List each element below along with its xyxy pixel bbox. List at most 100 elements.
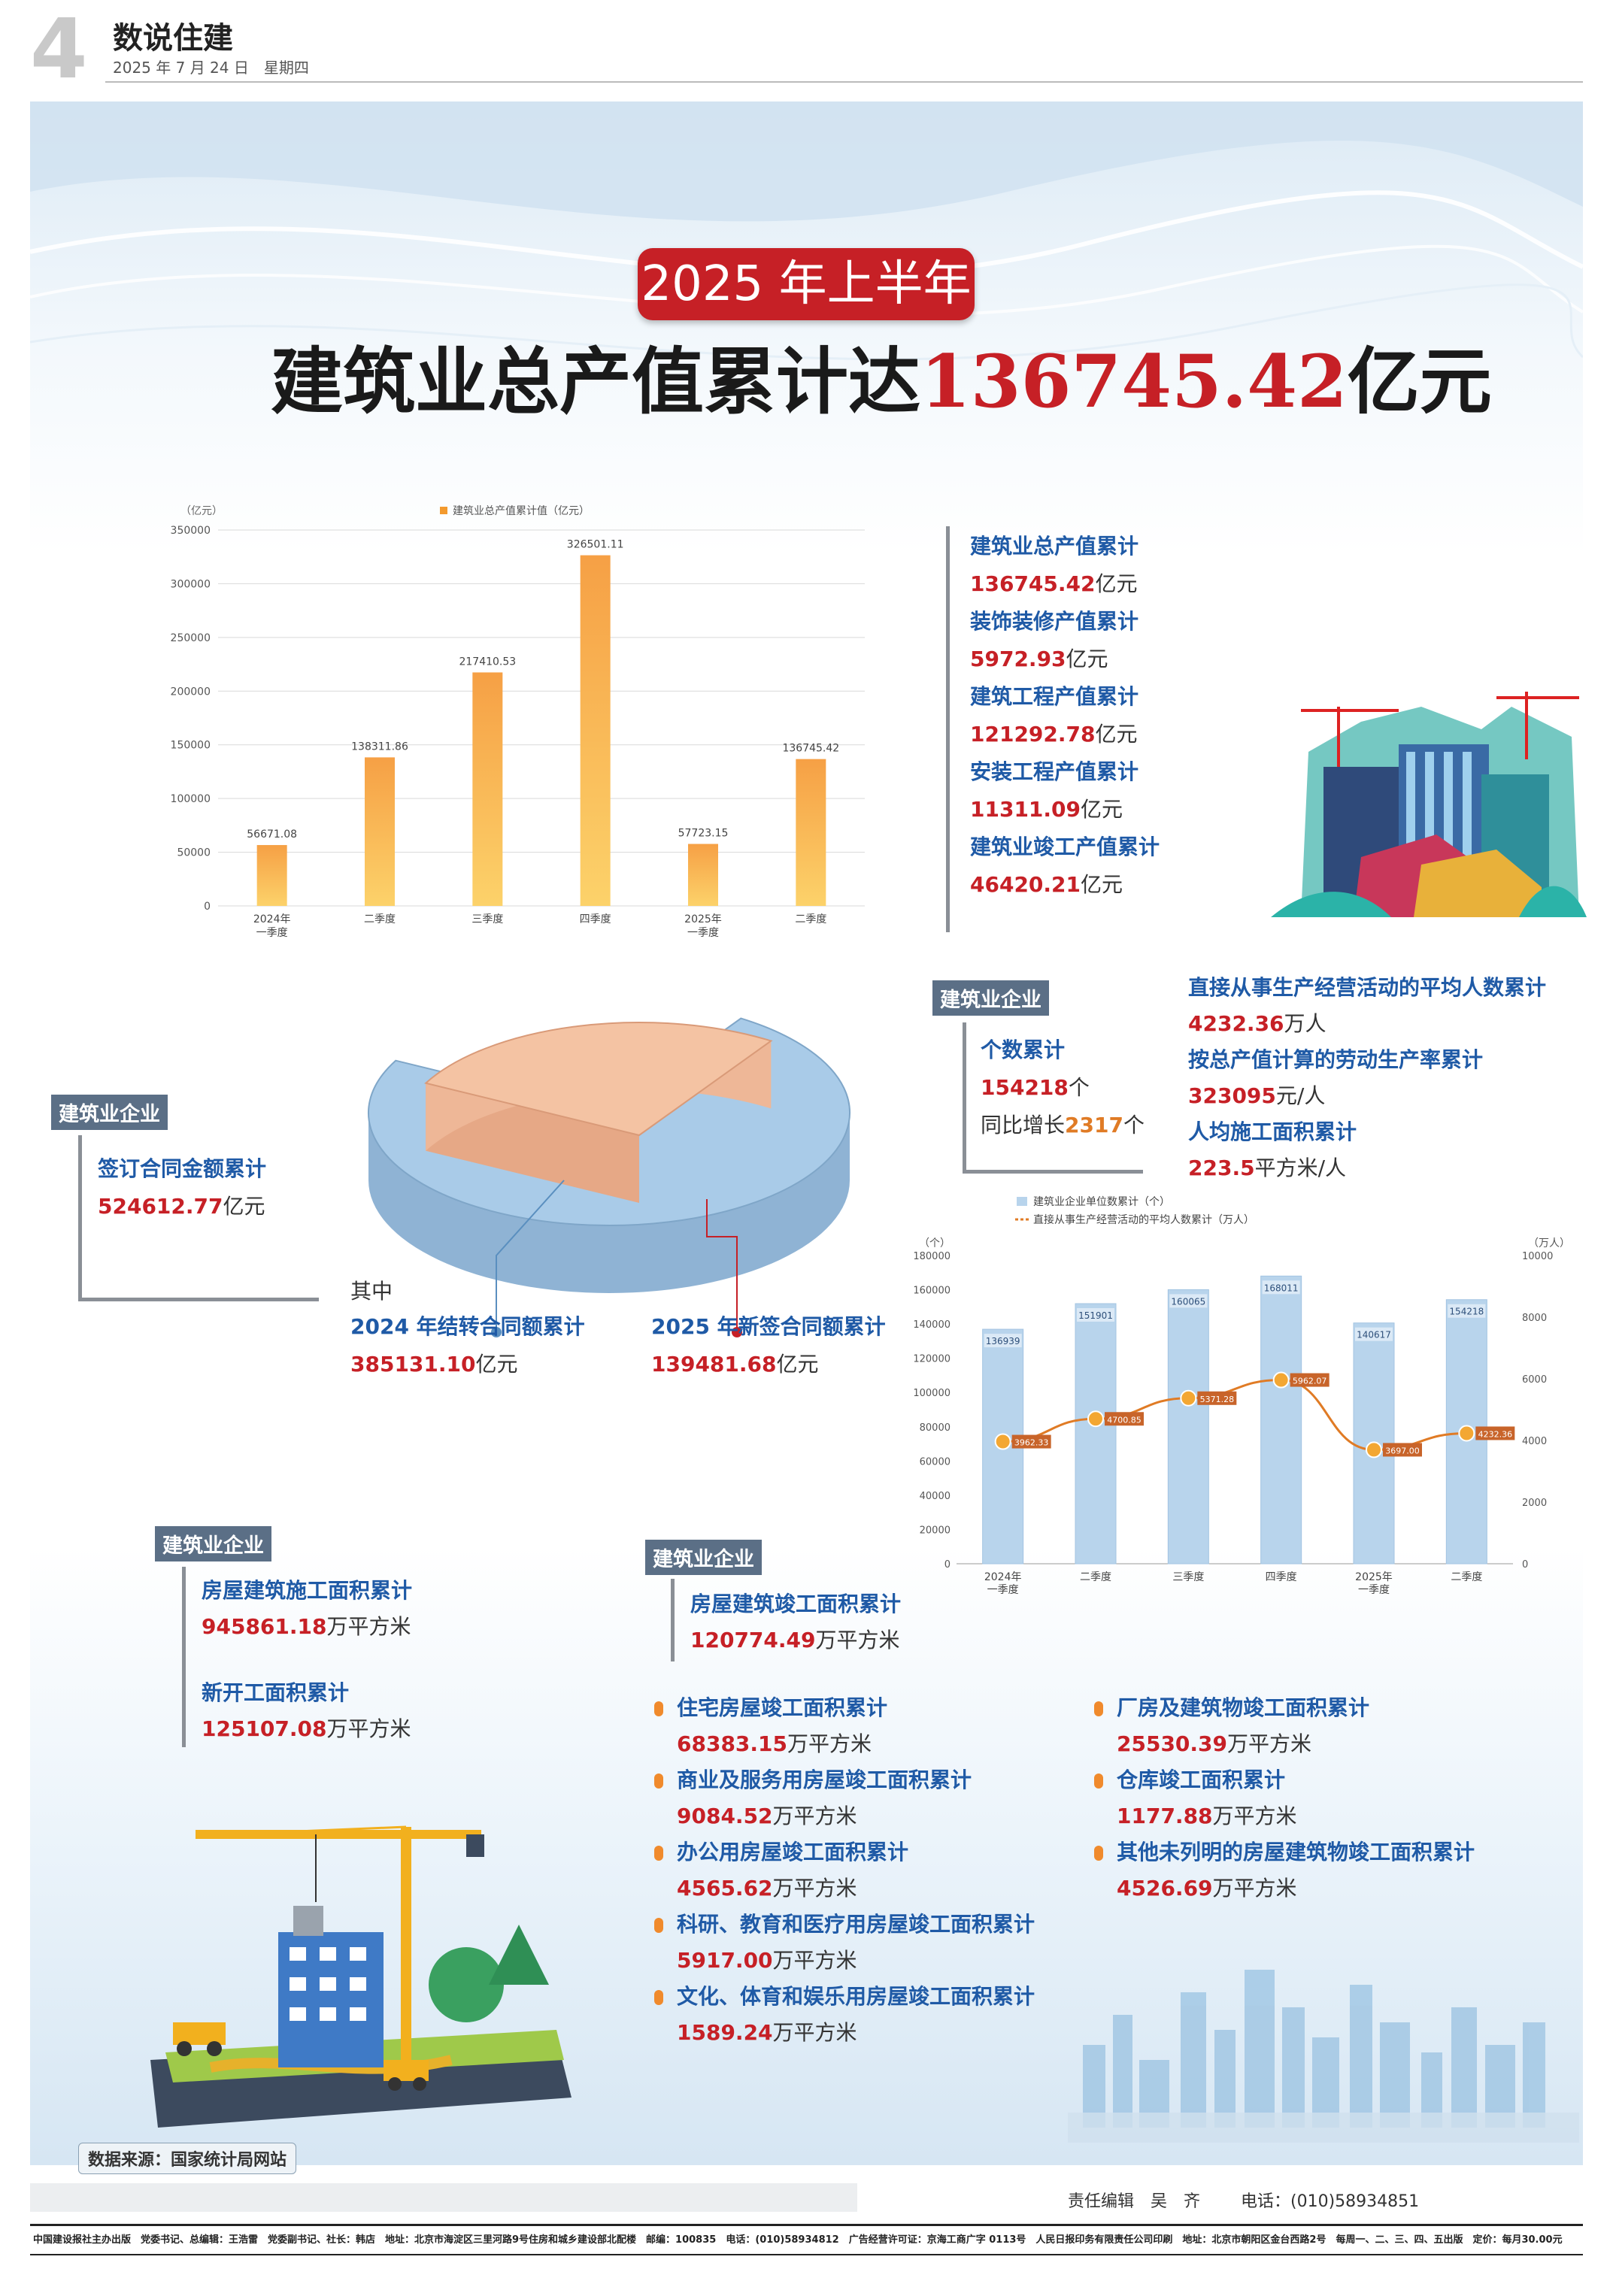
series-line: [1002, 1379, 1467, 1451]
bullet-icon: [654, 1990, 663, 2005]
line-value-label: 4232.36: [1478, 1429, 1513, 1439]
header-divider: [105, 81, 1583, 83]
completed-right-label-text: 仓库竣工面积累计: [1117, 1767, 1286, 1792]
completed-left-label-text: 商业及服务用房屋竣工面积累计: [677, 1767, 972, 1792]
footer-text: 中国建设报社主办出版 党委书记、总编辑：王浩雷 党委副书记、社长：韩店 地址：北…: [33, 2234, 1563, 2246]
line-label-box: [1105, 1412, 1144, 1426]
pie-leader-line: [706, 1199, 738, 1331]
y-tick-label-left: 120000: [913, 1354, 951, 1365]
output-bar-chart: 建筑业总产值累计值（亿元） （亿元） 0 50000 100000 150000 20000…: [171, 505, 865, 939]
y-axis-unit-right: （万人）: [1528, 1237, 1564, 1249]
completed-area-tag: 建筑业企业: [645, 1540, 762, 1575]
carryover-contract: 2024 年结转合同额累计 385131.10亿元: [350, 1308, 585, 1383]
new-contract: 2025 年新签合同额累计 139481.68亿元: [651, 1308, 886, 1383]
completed-right-unit: 万平方米: [1212, 1876, 1297, 1901]
contract-pie-chart: [368, 1017, 850, 1337]
y-tick-label-right: 6000: [1522, 1374, 1547, 1386]
bar: [472, 672, 503, 906]
completed-left-label-text: 文化、体育和娱乐用房屋竣工面积累计: [677, 1984, 1035, 2009]
y-tick-label-left: 0: [944, 1559, 951, 1571]
completed-right-value: 4526.69: [1117, 1876, 1213, 1901]
editor-bar: [30, 2183, 857, 2212]
line-value-label: 3697.00: [1385, 1446, 1420, 1455]
line-label-box: [1475, 1426, 1515, 1440]
y-tick-label-right: 2000: [1522, 1498, 1547, 1509]
y-tick-label-left: 80000: [920, 1422, 951, 1434]
y-tick-label-left: 160000: [913, 1286, 951, 1297]
output-stat-value: 5972.93: [970, 647, 1066, 671]
x-tick-label: 二季度: [364, 913, 396, 925]
construction-area-value: 945861.18: [202, 1614, 327, 1639]
line-label-box: [1383, 1443, 1422, 1457]
bar: [580, 555, 611, 906]
bar-value-label: 140617: [1357, 1330, 1391, 1340]
bar: [688, 844, 718, 906]
area-per-value: 223.5: [1188, 1156, 1255, 1180]
completed-left-label: 商业及服务用房屋竣工面积累计: [654, 1762, 1035, 1798]
y-axis-unit: （亿元）: [180, 505, 223, 517]
bar-label-box: [1355, 1327, 1393, 1341]
output-stat-unit: 亿元: [1066, 647, 1108, 671]
legend-swatch: [1017, 1197, 1027, 1206]
x-tick-label: 三季度: [471, 913, 503, 925]
line-point: [1087, 1410, 1104, 1428]
output-stat-value: 46420.21: [970, 872, 1081, 897]
bar-label-box: [1448, 1304, 1486, 1318]
completed-right-value: 25530.39: [1117, 1731, 1228, 1756]
construction-area-unit: 万平方米: [326, 1614, 411, 1639]
completed-total-unit: 万平方米: [815, 1628, 900, 1652]
y-tick-label-left: 180000: [913, 1251, 951, 1262]
headline-suffix: 亿元: [1347, 339, 1492, 424]
completed-left-value: 9084.52: [677, 1804, 773, 1828]
bullet-icon: [654, 1701, 663, 1716]
construction-area-label-text: 房屋建筑施工面积累计: [202, 1578, 413, 1603]
output-stat-label: 建筑业总产值累计: [970, 528, 1160, 565]
x-tick-label: 一季度: [256, 927, 288, 939]
legend-swatch: [440, 507, 447, 514]
productivity-label: 按总产值计算的劳动生产率累计: [1188, 1047, 1484, 1072]
x-tick-label: 一季度: [1358, 1584, 1390, 1596]
completed-area-right-list: 厂房及建筑物竣工面积累计 25530.39万平方米 仓库竣工面积累计 1177.88万…: [1094, 1690, 1475, 1907]
y-tick-label-right: 0: [1522, 1559, 1528, 1571]
enterprise-tag: 建筑业企业: [932, 980, 1049, 1016]
qizhong-label: 其中: [350, 1279, 393, 1304]
contract-total-unit: 亿元: [223, 1194, 265, 1219]
legend-label: 建筑业总产值累计值（亿元）: [453, 505, 590, 517]
contracts-divider-h: [78, 1298, 319, 1301]
y-tick-label-left: 20000: [920, 1525, 951, 1536]
line-label-box: [1011, 1434, 1051, 1449]
section-title: 数说住建: [113, 21, 233, 56]
output-stat-label: 装饰装修产值累计: [970, 603, 1160, 641]
line-point: [1272, 1371, 1290, 1389]
bar: [1075, 1303, 1117, 1564]
bullet-icon: [1094, 1846, 1103, 1861]
contract-total-label: 签订合同金额累计: [98, 1156, 267, 1181]
issue-date: 2025 年 7 月 24 日 星期四: [113, 59, 309, 77]
completed-right-label-text: 其他未列明的房屋建筑物竣工面积累计: [1117, 1840, 1475, 1864]
pie-side-wall: [368, 1113, 850, 1293]
enterprise-combo-chart: 建筑业企业单位数累计（个） 直接从事生产经营活动的平均人数累计（万人） （个） （万人…: [913, 1195, 1564, 1596]
bar-value-label: 57723.15: [678, 828, 729, 840]
bar: [1260, 1275, 1302, 1564]
enterprise-count-label: 个数累计: [981, 1037, 1066, 1062]
line-value-label: 5962.07: [1293, 1377, 1327, 1386]
productivity-value: 323095: [1188, 1083, 1276, 1108]
output-stat-unit: 亿元: [1081, 872, 1123, 897]
output-stat-value: 11311.09: [970, 797, 1081, 822]
carryover-value: 385131.10: [350, 1352, 476, 1377]
new-contract-value: 139481.68: [651, 1352, 777, 1377]
bullet-icon: [1094, 1773, 1103, 1789]
bar-value-label: 56671.08: [247, 828, 297, 841]
x-tick-label: 四季度: [580, 913, 611, 925]
completed-right-label: 仓库竣工面积累计: [1094, 1762, 1475, 1798]
x-tick-label: 一季度: [687, 927, 719, 939]
output-stat-label: 建筑工程产值累计: [970, 678, 1160, 716]
growth-unit: 个: [1123, 1113, 1145, 1137]
completed-area-total: 房屋建筑竣工面积累计 120774.49万平方米: [690, 1586, 901, 1658]
construction-area-stats: 房屋建筑施工面积累计 945861.18万平方米 新开工面积累计 125107.08万…: [202, 1573, 412, 1747]
bar-value-label: 160065: [1171, 1296, 1205, 1307]
x-tick-label: 二季度: [795, 913, 826, 925]
bullet-icon: [1094, 1701, 1103, 1716]
output-stat-label-text: 建筑工程产值累计: [970, 684, 1139, 709]
output-stat-label-text: 建筑业总产值累计: [970, 534, 1139, 559]
